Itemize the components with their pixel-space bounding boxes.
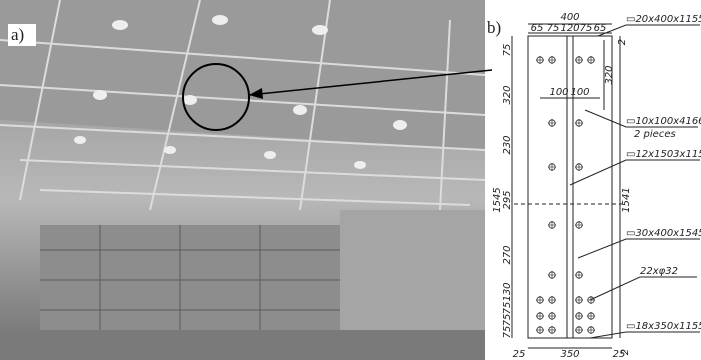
dimension: 320 <box>502 85 513 104</box>
callout: 2 pieces <box>634 129 676 140</box>
bolt-hole <box>547 55 557 65</box>
callout: ▭18x350x11550 <box>626 321 701 332</box>
bolt-hole <box>535 325 545 335</box>
corner-mark: 2 <box>620 349 631 355</box>
bolt-hole <box>574 55 584 65</box>
dimension: 320 <box>604 65 615 84</box>
dimension: 25 <box>613 349 626 360</box>
panel-label: b) <box>487 18 501 37</box>
dimension: 25 <box>513 349 526 360</box>
dimension: 400 <box>560 12 579 23</box>
callout: 22xφ32 <box>640 266 678 277</box>
dimension: 65 <box>531 23 544 34</box>
bolt-hole <box>547 118 557 128</box>
bolt-hole <box>547 325 557 335</box>
bolt-hole <box>574 118 584 128</box>
bolt-hole <box>535 295 545 305</box>
bolt-hole <box>574 295 584 305</box>
corner-mark: 2 <box>617 39 628 45</box>
bolt-hole <box>574 162 584 172</box>
callout: ▭12x1503x11559 <box>626 149 701 160</box>
dimension: 295 <box>502 190 513 209</box>
dimension: 100 <box>570 87 589 98</box>
dimension: 100 <box>549 87 568 98</box>
bolt-hole <box>586 55 596 65</box>
bolt-hole <box>574 311 584 321</box>
dimension: 120 <box>560 23 579 34</box>
dimension: 75 <box>547 23 560 34</box>
panel-label: a) <box>11 25 24 44</box>
leaders <box>569 24 700 339</box>
bolt-hole <box>547 220 557 230</box>
dimension: 130 <box>502 282 513 301</box>
dimension: 230 <box>502 135 513 154</box>
dimension: 270 <box>502 245 513 264</box>
dimension: 350 <box>560 349 579 360</box>
dimension: 65 <box>594 23 607 34</box>
bolt-hole <box>574 270 584 280</box>
bolt-hole <box>574 220 584 230</box>
dimension: 75 <box>502 314 513 327</box>
dimension: 1541 <box>621 187 632 212</box>
bolt-hole <box>535 55 545 65</box>
bolt-hole <box>586 311 596 321</box>
callout: ▭30x400x1545 <box>626 228 701 239</box>
dimension: 75 <box>502 44 513 57</box>
bolt-hole <box>535 311 545 321</box>
callout: ▭10x100x4166 <box>626 116 701 127</box>
dimension: 75 <box>502 326 513 339</box>
dimension: 75 <box>580 23 593 34</box>
bolt-hole <box>586 325 596 335</box>
drawing <box>511 23 625 349</box>
bolt-hole <box>547 270 557 280</box>
dimension: 1545 <box>492 187 503 212</box>
dimension: 75 <box>502 302 513 315</box>
bolt-hole <box>547 311 557 321</box>
photo: a) <box>0 0 493 360</box>
bolt-hole <box>547 162 557 172</box>
bolt-hole <box>574 325 584 335</box>
callout: ▭20x400x11555 <box>626 14 701 25</box>
bolt-hole <box>547 295 557 305</box>
